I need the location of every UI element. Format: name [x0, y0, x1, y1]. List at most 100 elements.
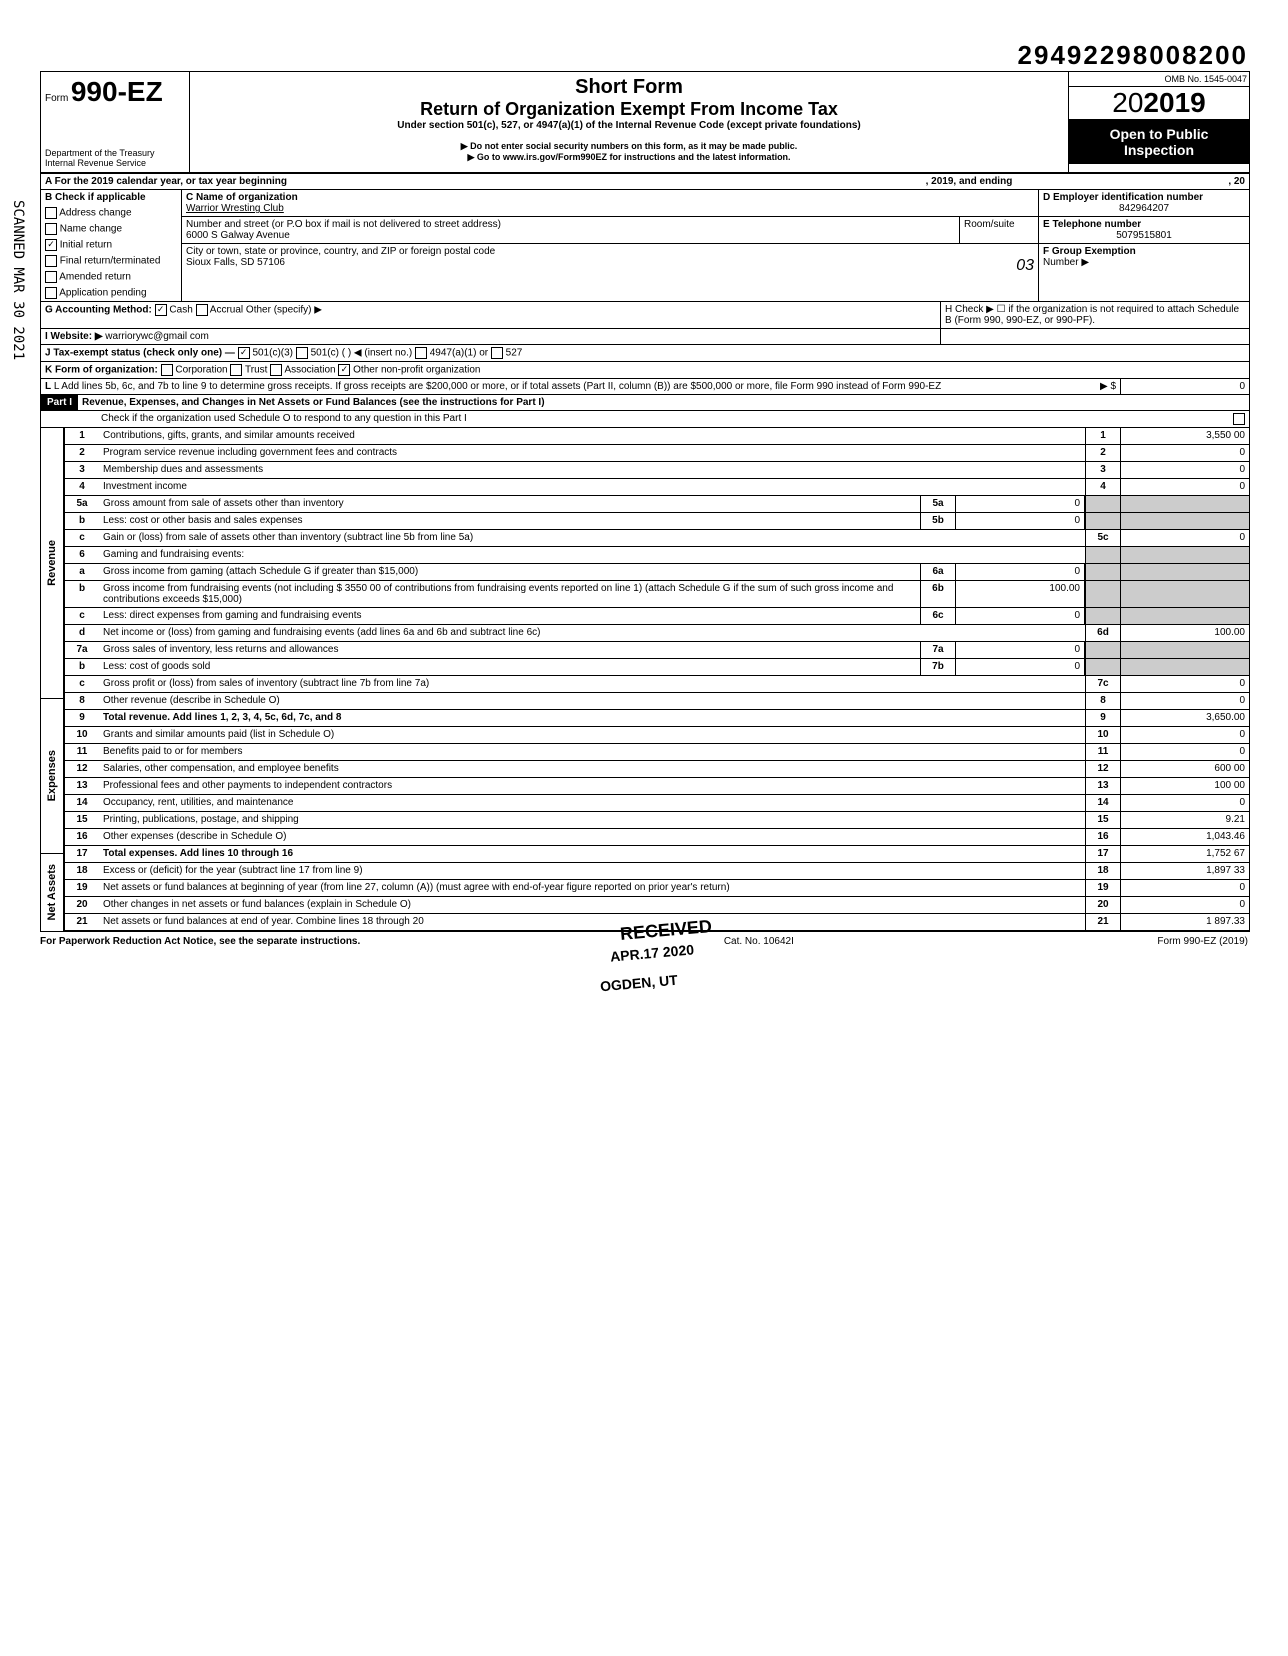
def-block: D Employer identification number 8429642… — [1039, 190, 1249, 301]
inspection-text: Inspection — [1071, 142, 1247, 158]
line-num: 15 — [65, 812, 99, 828]
line-rnum: 19 — [1085, 880, 1120, 896]
line-rval: 0 — [1120, 462, 1249, 478]
b-pending: Application pending — [59, 288, 146, 299]
line-label: Less: direct expenses from gaming and fu… — [99, 608, 920, 624]
side-revenue: Revenue — [41, 428, 64, 698]
line-num: 20 — [65, 897, 99, 913]
j-527: 527 — [506, 348, 523, 359]
i-row: I Website: ▶ warriorywc@gmail com — [41, 329, 1249, 345]
line-num: b — [65, 513, 99, 529]
line-l9: 9Total revenue. Add lines 1, 2, 3, 4, 5c… — [65, 710, 1249, 727]
line-label: Gross amount from sale of assets other t… — [99, 496, 920, 512]
cb-501c[interactable] — [296, 347, 308, 359]
line-rval: 0 — [1120, 479, 1249, 495]
line-rnum: 7c — [1085, 676, 1120, 692]
line-rnum: 9 — [1085, 710, 1120, 726]
cb-corp[interactable] — [161, 364, 173, 376]
line-rnum: 5c — [1085, 530, 1120, 546]
line-l6b: bGross income from fundraising events (n… — [65, 581, 1249, 608]
cb-501c3[interactable]: ✓ — [238, 347, 250, 359]
open-text: Open to Public — [1071, 126, 1247, 142]
cb-schedule-o[interactable] — [1233, 413, 1245, 425]
cb-trust[interactable] — [230, 364, 242, 376]
line-num: 14 — [65, 795, 99, 811]
line-l10: 10Grants and similar amounts paid (list … — [65, 727, 1249, 744]
line-num: 11 — [65, 744, 99, 760]
line-label: Professional fees and other payments to … — [99, 778, 1085, 794]
line-rnum: 18 — [1085, 863, 1120, 879]
line-rnum: 13 — [1085, 778, 1120, 794]
j-501cb: ) ◀ (insert no.) — [348, 348, 412, 359]
cb-initial[interactable]: ✓ — [45, 239, 57, 251]
section-c: C Name of organization Warrior Wresting … — [182, 190, 1039, 301]
f-label: F Group Exemption — [1043, 246, 1136, 257]
line-num: d — [65, 625, 99, 641]
line-l4: 4Investment income40 — [65, 479, 1249, 496]
city-label: City or town, state or province, country… — [186, 246, 495, 257]
line-rval — [1120, 581, 1249, 607]
line-num: 2 — [65, 445, 99, 461]
header-left: Form 990-EZ Department of the Treasury I… — [41, 72, 190, 172]
g-label: G Accounting Method: — [45, 305, 152, 316]
j-4947: 4947(a)(1) or — [430, 348, 488, 359]
cb-accrual[interactable] — [196, 304, 208, 316]
line-rval: 0 — [1120, 744, 1249, 760]
cb-final[interactable] — [45, 255, 57, 267]
side-netassets: Net Assets — [41, 853, 64, 931]
line-l16: 16Other expenses (describe in Schedule O… — [65, 829, 1249, 846]
line-l12: 12Salaries, other compensation, and empl… — [65, 761, 1249, 778]
line-l7b: bLess: cost of goods sold7b0 — [65, 659, 1249, 676]
bcdef-block: B Check if applicable Address change Nam… — [41, 190, 1249, 302]
cb-other[interactable]: ✓ — [338, 364, 350, 376]
line-label: Program service revenue including govern… — [99, 445, 1085, 461]
telephone: 5079515801 — [1043, 230, 1245, 241]
line-rnum — [1085, 564, 1120, 580]
cb-amended[interactable] — [45, 271, 57, 283]
line-rnum: 4 — [1085, 479, 1120, 495]
line-rval: 0 — [1120, 530, 1249, 546]
line-rval: 1 897.33 — [1120, 914, 1249, 930]
line-subval: 0 — [956, 496, 1085, 512]
line-num: 17 — [65, 846, 99, 862]
line-l13: 13Professional fees and other payments t… — [65, 778, 1249, 795]
form-number: 990-EZ — [71, 76, 163, 107]
j-row: J Tax-exempt status (check only one) — ✓… — [41, 345, 1249, 362]
check-o-text: Check if the organization used Schedule … — [41, 411, 1229, 427]
form-container: Form 990-EZ Department of the Treasury I… — [40, 71, 1250, 932]
line-num: a — [65, 564, 99, 580]
cb-4947[interactable] — [415, 347, 427, 359]
line-rnum: 12 — [1085, 761, 1120, 777]
line-num: 18 — [65, 863, 99, 879]
cb-pending[interactable] — [45, 287, 57, 299]
cb-address[interactable] — [45, 207, 57, 219]
footer-right: Form 990-EZ (2019) — [1157, 936, 1248, 947]
j-label: J Tax-exempt status (check only one) — — [45, 348, 235, 359]
section-a: A For the 2019 calendar year, or tax yea… — [41, 174, 1249, 190]
line-label: Total expenses. Add lines 10 through 16 — [99, 846, 1085, 862]
section-h: H Check ▶ ☐ if the organization is not r… — [941, 302, 1249, 328]
l-row: L L Add lines 5b, 6c, and 7b to line 9 t… — [41, 379, 1249, 395]
e-label: E Telephone number — [1043, 219, 1141, 230]
footer: For Paperwork Reduction Act Notice, see … — [40, 932, 1248, 951]
line-l6: 6Gaming and fundraising events: — [65, 547, 1249, 564]
line-l3: 3Membership dues and assessments30 — [65, 462, 1249, 479]
open-to-public: Open to Public Inspection — [1069, 120, 1249, 164]
cb-527[interactable] — [491, 347, 503, 359]
k-label: K Form of organization: — [45, 365, 158, 376]
cb-name[interactable] — [45, 223, 57, 235]
subtitle: Under section 501(c), 527, or 4947(a)(1)… — [194, 120, 1064, 131]
cb-assoc[interactable] — [270, 364, 282, 376]
line-l19: 19Net assets or fund balances at beginni… — [65, 880, 1249, 897]
line-rval: 600 00 — [1120, 761, 1249, 777]
line-subnum: 6a — [920, 564, 956, 580]
side-expenses: Expenses — [41, 698, 64, 853]
cb-cash[interactable]: ✓ — [155, 304, 167, 316]
line-l15: 15Printing, publications, postage, and s… — [65, 812, 1249, 829]
line-rnum: 11 — [1085, 744, 1120, 760]
line-rnum: 15 — [1085, 812, 1120, 828]
line-rval: 1,897 33 — [1120, 863, 1249, 879]
b-label: B Check if applicable — [41, 190, 181, 205]
line-subval: 0 — [956, 642, 1085, 658]
form-header: Form 990-EZ Department of the Treasury I… — [41, 72, 1249, 174]
